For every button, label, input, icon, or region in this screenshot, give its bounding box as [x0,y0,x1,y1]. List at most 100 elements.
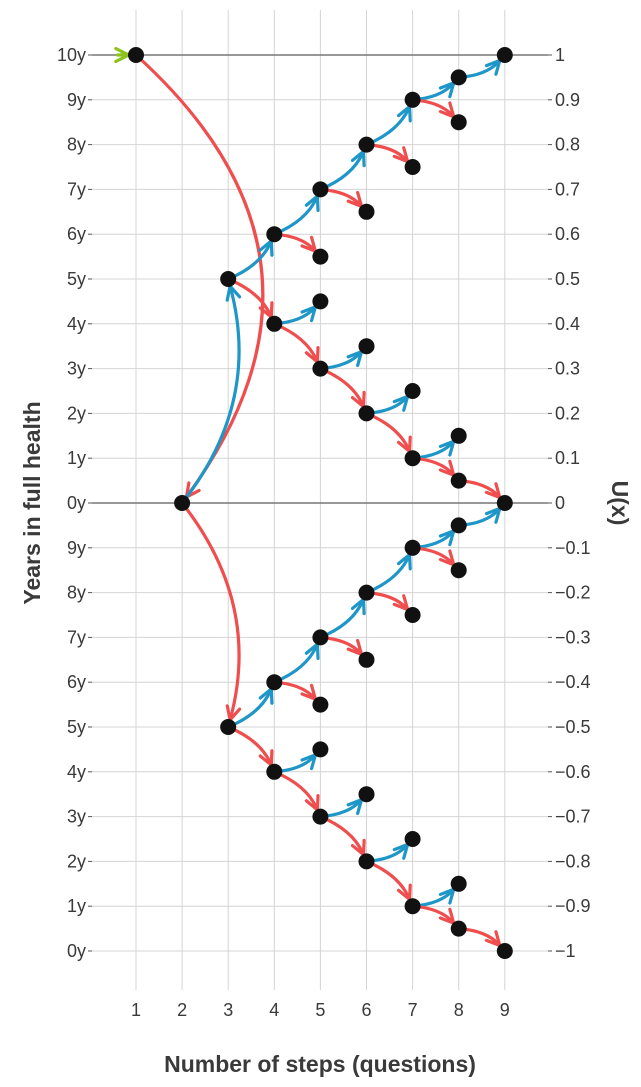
data-point-22 [358,786,375,803]
right-tick-label-14: −0.4 [555,672,591,692]
left-tick-label-16: 4y [67,762,86,782]
arrow-up-1 [180,284,242,505]
data-point-0 [128,47,144,63]
data-point-9 [312,248,329,265]
x-tick-label-6: 6 [361,1000,371,1020]
right-tick-label-17: −0.7 [555,807,591,827]
left-tick-label-18: 2y [67,851,86,871]
data-point-17 [358,203,375,220]
x-tick-label-7: 7 [408,1000,418,1020]
left-tick-label-19: 1y [67,896,86,916]
left-tick-label-14: 6y [67,672,86,692]
right-tick-label-11: −0.1 [555,538,591,558]
data-point-5 [266,315,283,332]
data-point-16 [358,136,375,153]
data-point-35 [450,472,467,489]
data-point-40 [496,47,513,63]
left-tick-label-2: 8y [67,135,86,155]
right-tick-label-19: −0.9 [555,896,591,916]
arrow-up-5 [272,194,320,236]
data-point-10 [312,293,329,310]
data-point-1 [174,495,191,511]
data-point-2 [220,271,237,287]
arrow-down-28 [272,770,320,812]
data-point-21 [358,651,375,668]
left-tick-label-0: 10y [57,45,86,65]
data-point-26 [404,383,421,399]
arrow-layer [114,47,502,948]
left-tick-label-15: 5y [67,717,86,737]
arrow-down-2 [180,501,242,722]
arrow-down-36 [364,859,412,902]
data-point-18 [358,338,375,355]
left-tick-label-6: 4y [67,314,86,334]
x-tick-label-1: 1 [131,1000,141,1020]
left-tick-label-1: 9y [67,90,86,110]
data-point-4 [266,226,283,243]
x-tick-label-3: 3 [223,1000,233,1020]
data-point-19 [358,405,375,422]
x-tick-label-8: 8 [454,1000,464,1020]
y-axis-title: Years in full health [19,401,45,604]
data-point-28 [404,539,421,556]
data-point-14 [312,741,329,758]
data-point-20 [358,584,375,601]
right-tick-label-2: 0.8 [555,135,580,155]
right-tick-label-20: −1 [555,941,576,961]
x-axis-title: Number of steps (questions) [164,1051,476,1077]
left-tick-label-9: 1y [67,448,86,468]
data-point-6 [266,674,283,691]
right-y-axis-title: U(x) [607,481,633,526]
arrow-up-13 [364,104,412,147]
point-layer [128,47,513,959]
data-point-23 [358,853,375,870]
left-tick-label-20: 0y [67,941,86,961]
right-tick-label-9: 0.1 [555,448,580,468]
arrow-down-0 [134,53,265,499]
arrow-down-12 [318,367,366,409]
data-point-11 [312,360,329,377]
data-point-3 [220,719,237,735]
data-point-36 [450,517,467,534]
data-point-8 [312,181,329,198]
right-tick-label-7: 0.3 [555,359,580,379]
data-point-7 [266,763,283,780]
data-point-15 [312,808,329,825]
left-tick-label-12: 8y [67,583,86,603]
data-point-12 [312,629,329,646]
left-tick-label-13: 7y [67,627,86,647]
data-point-30 [404,831,421,847]
data-point-42 [496,943,513,959]
reference-lines [92,54,548,504]
data-point-24 [404,91,421,108]
right-tick-label-13: −0.3 [555,627,591,647]
data-point-33 [450,114,467,131]
left-tick-label-8: 2y [67,403,86,423]
arrow-down-8 [272,322,320,364]
arrow-down-32 [318,815,366,857]
right-tick-label-1: 0.9 [555,90,580,110]
data-point-41 [496,495,513,511]
right-tick-label-4: 0.6 [555,224,580,244]
right-tick-label-18: −0.8 [555,851,591,871]
data-point-13 [312,696,329,713]
right-tick-label-10: 0 [555,493,565,513]
left-tick-label-17: 3y [67,807,86,827]
left-tick-label-7: 3y [67,359,86,379]
left-tick-label-3: 7y [67,179,86,199]
left-tick-label-10: 0y [67,493,86,513]
x-tick-label-9: 9 [500,1000,510,1020]
right-tick-label-15: −0.5 [555,717,591,737]
data-point-25 [404,159,421,175]
data-point-29 [404,607,421,623]
arrow-down-16 [364,411,412,454]
left-tick-label-5: 5y [67,269,86,289]
arrow-down-24 [226,725,274,767]
data-point-31 [404,898,421,915]
right-tick-label-12: −0.2 [555,583,591,603]
arrow-up-25 [272,642,320,684]
data-point-37 [450,562,467,579]
grid-layer [92,10,548,990]
tick-label-layer: 10y9y8y7y6y5y4y3y2y1y0y9y8y7y6y5y4y3y2y1… [57,45,591,1020]
